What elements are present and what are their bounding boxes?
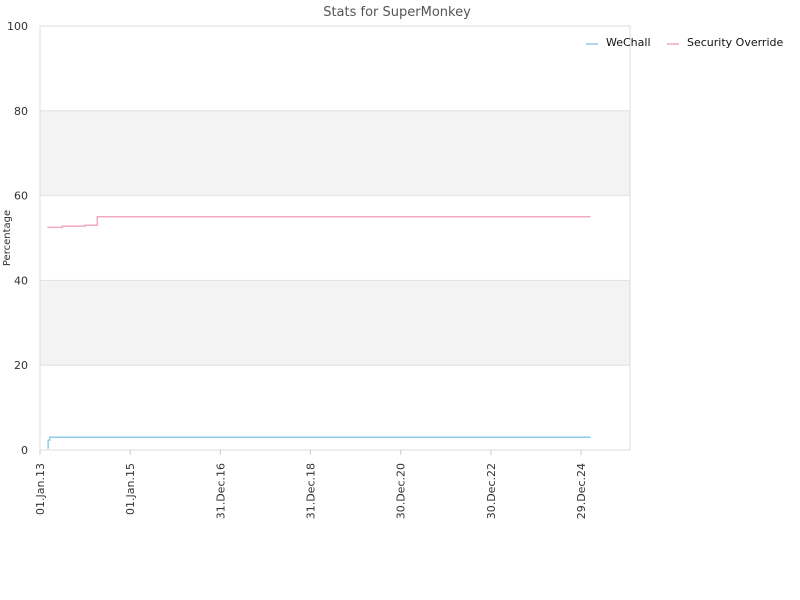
x-tick-label: 29.Dec.24 xyxy=(575,463,588,519)
legend-label: Security Override xyxy=(687,36,783,49)
plot-area xyxy=(39,25,631,451)
series-line-wechall xyxy=(47,436,591,449)
y-tick-label: 100 xyxy=(7,20,28,33)
y-tick-label: 0 xyxy=(21,444,28,457)
x-tick-label: 30.Dec.22 xyxy=(485,463,498,519)
gridlines xyxy=(40,25,630,451)
plot-band xyxy=(40,110,630,196)
x-tick-label: 30.Dec.20 xyxy=(395,463,408,519)
y-tick-label: 40 xyxy=(14,274,28,287)
y-tick-label: 20 xyxy=(14,359,28,372)
x-tick-label: 01.Jan.13 xyxy=(34,463,47,515)
x-tick-label: 01.Jan.15 xyxy=(124,463,137,515)
legend: WeChall Security Override xyxy=(586,36,783,49)
legend-label: WeChall xyxy=(606,36,651,49)
y-tick-label: 60 xyxy=(14,190,28,203)
y-axis: 0 20 40 60 80 100 xyxy=(7,20,28,457)
plot-band xyxy=(40,280,630,366)
plot-bands xyxy=(40,110,630,366)
x-tick-label: 31.Dec.18 xyxy=(305,463,318,519)
x-tick-label: 31.Dec.16 xyxy=(214,463,227,519)
series-lines xyxy=(47,216,591,449)
chart-title: Stats for SuperMonkey xyxy=(323,5,471,20)
series-line-security-override xyxy=(47,216,591,229)
y-axis-label: Percentage xyxy=(2,210,13,266)
y-tick-label: 80 xyxy=(14,105,28,118)
x-axis: 01.Jan.13 01.Jan.15 31.Dec.16 31.Dec.18 30.D… xyxy=(34,450,588,519)
